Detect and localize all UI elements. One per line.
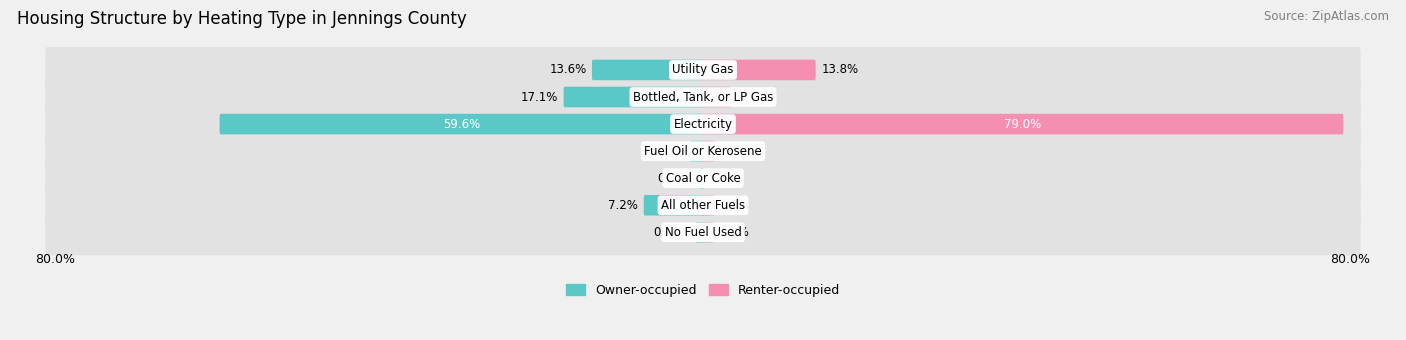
Text: Coal or Coke: Coal or Coke xyxy=(665,172,741,185)
Text: 13.8%: 13.8% xyxy=(821,64,858,76)
Text: 1.3%: 1.3% xyxy=(720,144,749,158)
Text: 1.3%: 1.3% xyxy=(720,199,749,212)
Text: 0.25%: 0.25% xyxy=(658,172,695,185)
Text: 59.6%: 59.6% xyxy=(443,118,481,131)
Text: 79.0%: 79.0% xyxy=(1004,118,1042,131)
Text: Fuel Oil or Kerosene: Fuel Oil or Kerosene xyxy=(644,144,762,158)
FancyBboxPatch shape xyxy=(45,182,1361,228)
FancyBboxPatch shape xyxy=(702,60,815,80)
Text: Bottled, Tank, or LP Gas: Bottled, Tank, or LP Gas xyxy=(633,90,773,103)
FancyBboxPatch shape xyxy=(45,155,1361,201)
Text: 1.2%: 1.2% xyxy=(720,226,749,239)
FancyBboxPatch shape xyxy=(700,168,704,188)
FancyBboxPatch shape xyxy=(702,195,714,216)
Text: All other Fuels: All other Fuels xyxy=(661,199,745,212)
FancyBboxPatch shape xyxy=(45,209,1361,255)
FancyBboxPatch shape xyxy=(702,114,1343,134)
FancyBboxPatch shape xyxy=(45,47,1361,93)
Text: No Fuel Used: No Fuel Used xyxy=(665,226,741,239)
FancyBboxPatch shape xyxy=(696,222,704,242)
Text: 1.5%: 1.5% xyxy=(655,144,685,158)
Text: Utility Gas: Utility Gas xyxy=(672,64,734,76)
FancyBboxPatch shape xyxy=(702,141,714,162)
FancyBboxPatch shape xyxy=(219,114,704,134)
FancyBboxPatch shape xyxy=(690,141,704,162)
Text: 13.6%: 13.6% xyxy=(550,64,586,76)
Text: 0.79%: 0.79% xyxy=(652,226,690,239)
FancyBboxPatch shape xyxy=(45,74,1361,120)
FancyBboxPatch shape xyxy=(702,87,731,107)
FancyBboxPatch shape xyxy=(564,87,704,107)
FancyBboxPatch shape xyxy=(45,101,1361,147)
FancyBboxPatch shape xyxy=(644,195,704,216)
FancyBboxPatch shape xyxy=(592,60,704,80)
Text: 80.0%: 80.0% xyxy=(1330,253,1371,267)
Text: Housing Structure by Heating Type in Jennings County: Housing Structure by Heating Type in Jen… xyxy=(17,10,467,28)
Text: Electricity: Electricity xyxy=(673,118,733,131)
FancyBboxPatch shape xyxy=(702,222,714,242)
FancyBboxPatch shape xyxy=(45,128,1361,174)
Legend: Owner-occupied, Renter-occupied: Owner-occupied, Renter-occupied xyxy=(567,284,839,297)
Text: 80.0%: 80.0% xyxy=(35,253,76,267)
Text: 7.2%: 7.2% xyxy=(609,199,638,212)
Text: Source: ZipAtlas.com: Source: ZipAtlas.com xyxy=(1264,10,1389,23)
Text: 0.0%: 0.0% xyxy=(710,172,740,185)
Text: 17.1%: 17.1% xyxy=(520,90,558,103)
Text: 3.4%: 3.4% xyxy=(737,90,766,103)
